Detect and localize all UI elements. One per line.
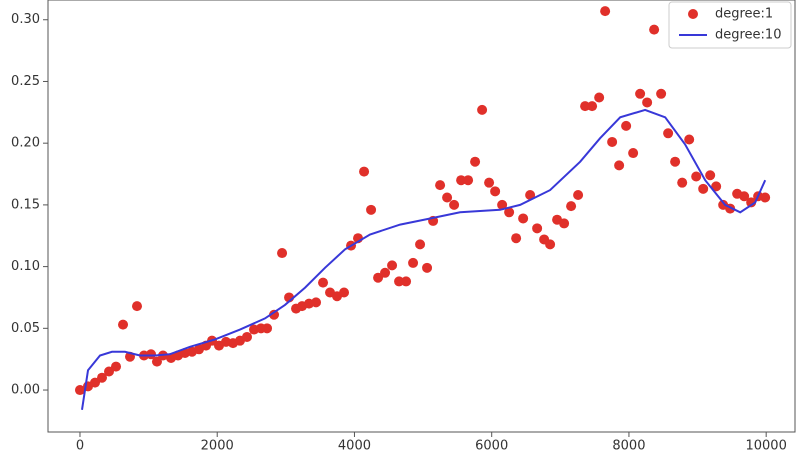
data-point xyxy=(484,177,495,188)
x-tick-label: 4000 xyxy=(338,439,371,454)
data-point xyxy=(132,301,143,312)
data-point xyxy=(600,6,611,17)
data-point xyxy=(408,257,419,268)
data-point xyxy=(677,177,688,188)
data-point xyxy=(311,297,322,308)
data-point xyxy=(359,166,370,177)
x-tick-label: 10000 xyxy=(745,439,786,454)
legend: degree:1 degree:10 xyxy=(668,1,792,49)
data-point xyxy=(670,156,681,167)
data-point xyxy=(339,287,350,298)
legend-label: degree:1 xyxy=(715,7,773,22)
data-point xyxy=(463,175,474,186)
y-tick-label: 0.20 xyxy=(11,136,40,151)
data-point xyxy=(490,186,501,197)
data-point xyxy=(635,88,646,99)
data-point xyxy=(739,191,750,202)
legend-marker xyxy=(688,9,698,19)
data-point xyxy=(511,233,522,244)
legend-box xyxy=(668,1,792,49)
data-point xyxy=(532,223,543,234)
fit-line xyxy=(81,108,767,410)
data-point xyxy=(387,260,398,271)
data-point xyxy=(614,160,625,171)
data-point xyxy=(318,277,329,288)
data-point xyxy=(366,204,377,215)
y-tick-label: 0.25 xyxy=(11,74,40,89)
legend-label: degree:10 xyxy=(715,28,781,43)
data-point xyxy=(545,239,556,250)
data-point xyxy=(435,180,446,191)
data-point xyxy=(151,356,162,367)
data-point xyxy=(401,276,412,287)
data-point xyxy=(277,248,288,259)
data-point xyxy=(90,377,101,388)
data-point xyxy=(497,199,508,210)
data-point xyxy=(145,349,156,360)
data-point xyxy=(111,361,122,372)
data-point xyxy=(422,262,433,273)
data-point xyxy=(518,213,529,224)
plot-area xyxy=(47,0,796,433)
data-point xyxy=(656,88,667,99)
data-point xyxy=(97,372,108,383)
data-point xyxy=(649,24,660,35)
data-point xyxy=(449,199,460,210)
data-point xyxy=(373,272,384,283)
data-point xyxy=(504,207,515,218)
data-point xyxy=(477,104,488,115)
data-point xyxy=(746,197,757,208)
y-tick-label: 0.05 xyxy=(11,321,40,336)
x-tick-label: 2000 xyxy=(201,439,234,454)
data-point xyxy=(621,120,632,131)
data-point xyxy=(684,134,695,145)
data-point xyxy=(594,92,605,103)
data-point xyxy=(104,366,115,377)
data-point xyxy=(628,148,639,159)
data-point xyxy=(262,323,273,334)
data-point xyxy=(525,190,536,201)
data-point xyxy=(607,136,618,147)
y-tick-label: 0.10 xyxy=(11,259,40,274)
data-point xyxy=(698,183,709,194)
data-point xyxy=(566,201,577,212)
data-point xyxy=(456,175,467,186)
data-point xyxy=(559,218,570,229)
x-tick-label: 0 xyxy=(76,439,84,454)
y-tick-label: 0.00 xyxy=(11,383,40,398)
data-point xyxy=(442,192,453,203)
y-tick-label: 0.15 xyxy=(11,197,40,212)
data-point xyxy=(470,156,481,167)
data-point xyxy=(118,319,129,330)
data-point xyxy=(74,385,85,396)
y-tick-label: 0.30 xyxy=(11,12,40,27)
data-point xyxy=(415,239,426,250)
data-point xyxy=(642,97,653,108)
data-point xyxy=(663,128,674,139)
x-tick-label: 6000 xyxy=(475,439,508,454)
data-point xyxy=(580,101,591,112)
data-point xyxy=(705,170,716,181)
data-point xyxy=(394,276,405,287)
data-point xyxy=(711,181,722,192)
data-point xyxy=(587,101,598,112)
data-point xyxy=(573,190,584,201)
data-point xyxy=(269,309,280,320)
data-point xyxy=(691,171,702,182)
data-point xyxy=(241,331,252,342)
data-point xyxy=(380,267,391,278)
x-tick-label: 8000 xyxy=(612,439,645,454)
data-point xyxy=(760,192,771,203)
